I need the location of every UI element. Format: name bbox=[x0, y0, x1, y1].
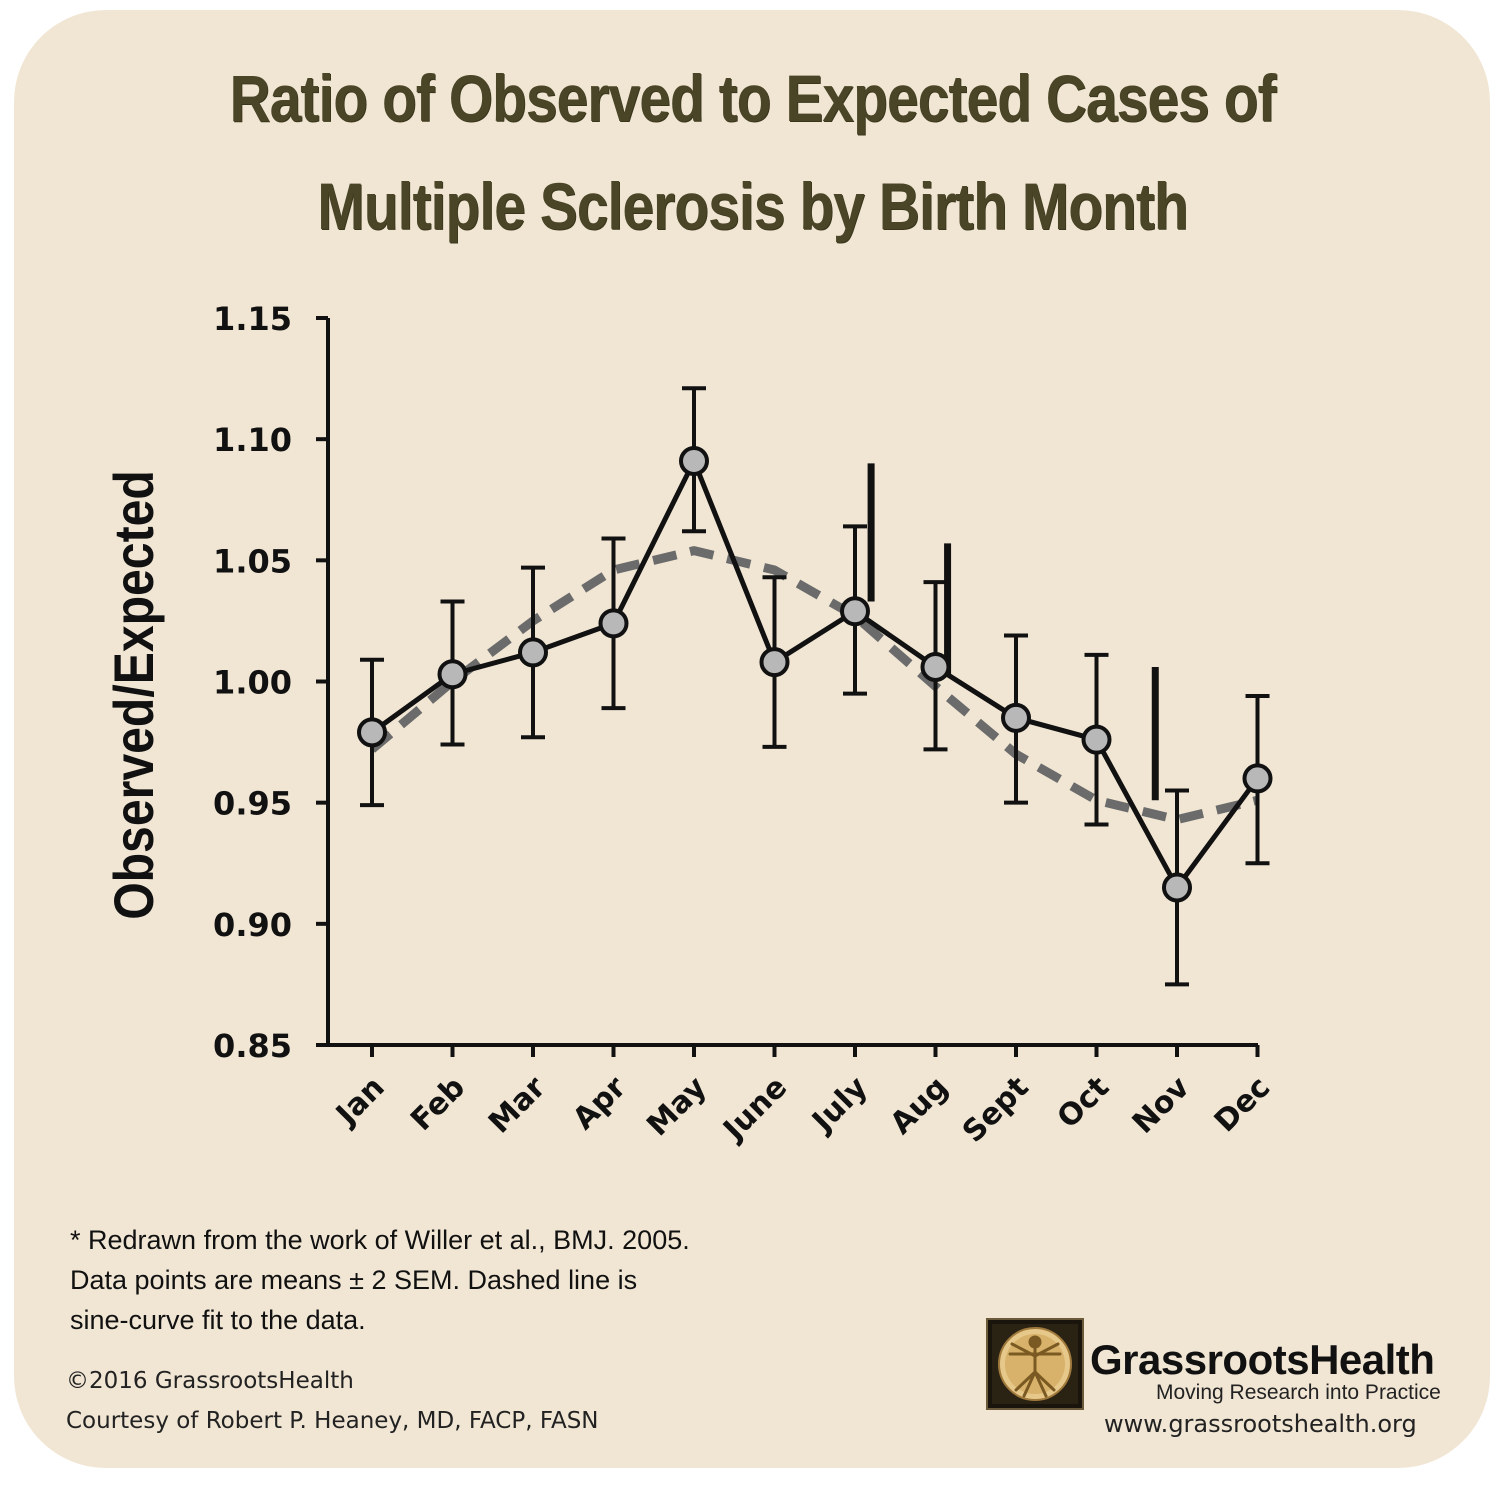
x-tick-label: Oct bbox=[1051, 1070, 1117, 1136]
footnote-line-3: sine-curve fit to the data. bbox=[70, 1305, 366, 1335]
y-tick-label: 0.85 bbox=[213, 1027, 292, 1065]
x-tick-label: Mar bbox=[482, 1070, 553, 1141]
y-tick-label: 0.95 bbox=[213, 785, 292, 823]
error-bar-layer bbox=[360, 386, 1270, 987]
x-tick-label: Dec bbox=[1208, 1070, 1277, 1139]
y-tick-label: 1.05 bbox=[213, 542, 292, 580]
x-tick-label: July bbox=[804, 1070, 875, 1141]
brand-name: GrassrootsHealth bbox=[1090, 1336, 1435, 1383]
footnote-line-1: * Redrawn from the work of Willer et al.… bbox=[70, 1225, 690, 1255]
data-point bbox=[598, 608, 629, 639]
fit-curve-layer bbox=[369, 546, 1259, 825]
data-point bbox=[357, 717, 387, 748]
chart-title-line-1: Ratio of Observed to Expected Cases of bbox=[229, 61, 1276, 135]
vitruvian-man-icon bbox=[986, 1318, 1084, 1410]
infographic-card bbox=[14, 10, 1490, 1468]
y-tick-label: 1.10 bbox=[213, 421, 292, 459]
x-tick-label: Apr bbox=[566, 1070, 633, 1137]
x-tick-label: Nov bbox=[1126, 1070, 1197, 1141]
observed-line bbox=[370, 458, 1260, 890]
y-tick-label: 1.15 bbox=[213, 300, 292, 338]
fit-curve-line bbox=[369, 546, 1259, 825]
courtesy-text: Courtesy of Robert P. Heaney, MD, FACP, … bbox=[66, 1408, 599, 1434]
label-layer: 0.85 0.90 0.95 1.00 1.05 1.10 1.15 Jan Feb Mar Apr… bbox=[104, 300, 1277, 1150]
x-tick-label: June bbox=[716, 1070, 795, 1149]
data-point bbox=[437, 659, 468, 690]
x-tick-label: Sept bbox=[956, 1070, 1036, 1150]
y-axis-label: Observed/Expected bbox=[104, 470, 166, 920]
data-point bbox=[840, 596, 870, 627]
x-tick-label: Jan bbox=[328, 1070, 391, 1133]
footnote-line-2: Data points are means ± 2 SEM. Dashed li… bbox=[70, 1265, 638, 1295]
data-point bbox=[920, 651, 951, 682]
copyright-text: ©2016 GrassrootsHealth bbox=[66, 1368, 354, 1394]
data-point-layer bbox=[357, 445, 1273, 903]
data-point bbox=[759, 647, 790, 678]
brand-website[interactable]: www.grassrootshealth.org bbox=[1104, 1410, 1417, 1438]
chart-title-line-2: Multiple Sclerosis by Birth Month bbox=[317, 169, 1188, 243]
data-point bbox=[1001, 702, 1031, 733]
x-tick-label: Feb bbox=[404, 1070, 472, 1138]
x-tick-label: May bbox=[640, 1070, 714, 1144]
data-point bbox=[679, 445, 709, 476]
chart-axes bbox=[316, 316, 1260, 1057]
data-point bbox=[1242, 763, 1273, 794]
x-tick-label: Aug bbox=[884, 1070, 955, 1141]
y-tick-label: 1.00 bbox=[213, 664, 292, 702]
y-tick-label: 0.90 bbox=[213, 906, 292, 944]
brand-tagline: Moving Research into Practice bbox=[1156, 1381, 1441, 1404]
data-point bbox=[1081, 724, 1112, 755]
data-point bbox=[1162, 872, 1192, 903]
data-point bbox=[518, 637, 548, 668]
data-line-layer bbox=[370, 458, 1260, 890]
